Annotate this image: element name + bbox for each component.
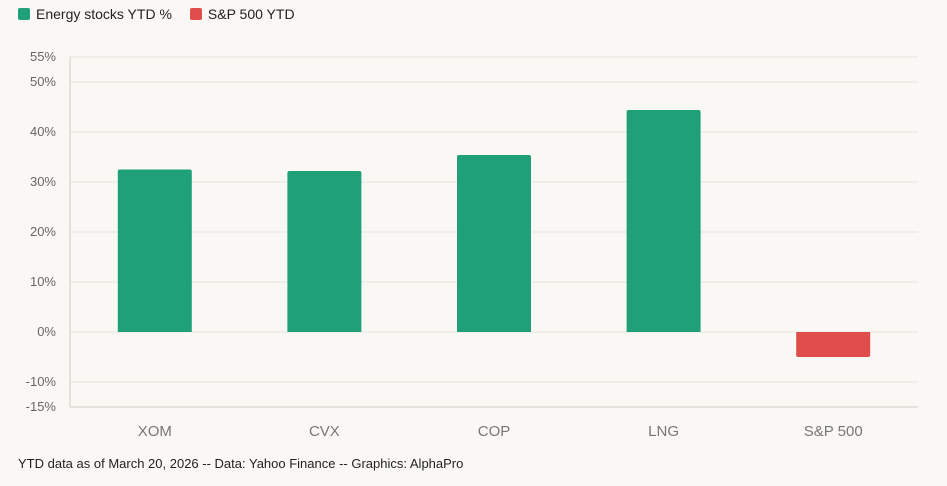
y-tick-label: -15% [26,399,57,414]
legend-item-sp500: S&P 500 YTD [189,6,295,22]
legend-swatch-sp500 [189,8,202,20]
y-tick-label: 20% [30,224,56,239]
y-tick-label: -10% [26,374,57,389]
y-tick-label: 0% [37,324,56,339]
x-tick-label: XOM [138,423,172,440]
y-tick-label: 30% [30,174,56,189]
bar-cop [457,155,531,332]
footnote: YTD data as of March 20, 2026 -- Data: Y… [18,456,464,471]
legend-swatch-energy [18,8,30,20]
y-tick-label: 55% [30,49,56,64]
x-tick-label: S&P 500 [804,423,863,440]
y-tick-label: 50% [30,74,56,89]
x-tick-label: LNG [648,423,679,440]
legend-item-energy: Energy stocks YTD % [18,6,172,22]
y-tick-label: 10% [30,274,56,289]
legend: Energy stocks YTD % S&P 500 YTD [18,6,295,22]
bar-cvx [287,171,362,332]
bar-s-p-500 [796,332,871,357]
y-tick-label: 40% [30,124,56,139]
bar-lng [626,110,701,332]
legend-label-energy: Energy stocks YTD % [36,6,172,22]
x-tick-label: COP [478,423,511,440]
x-tick-label: CVX [309,423,340,440]
legend-label-sp500: S&P 500 YTD [207,6,295,22]
bar-xom [117,169,192,332]
bar-chart: -15% -10% 0% 10% 20% 30% 40% 50% 55% XOM CVX COP LNG… [26,49,918,440]
